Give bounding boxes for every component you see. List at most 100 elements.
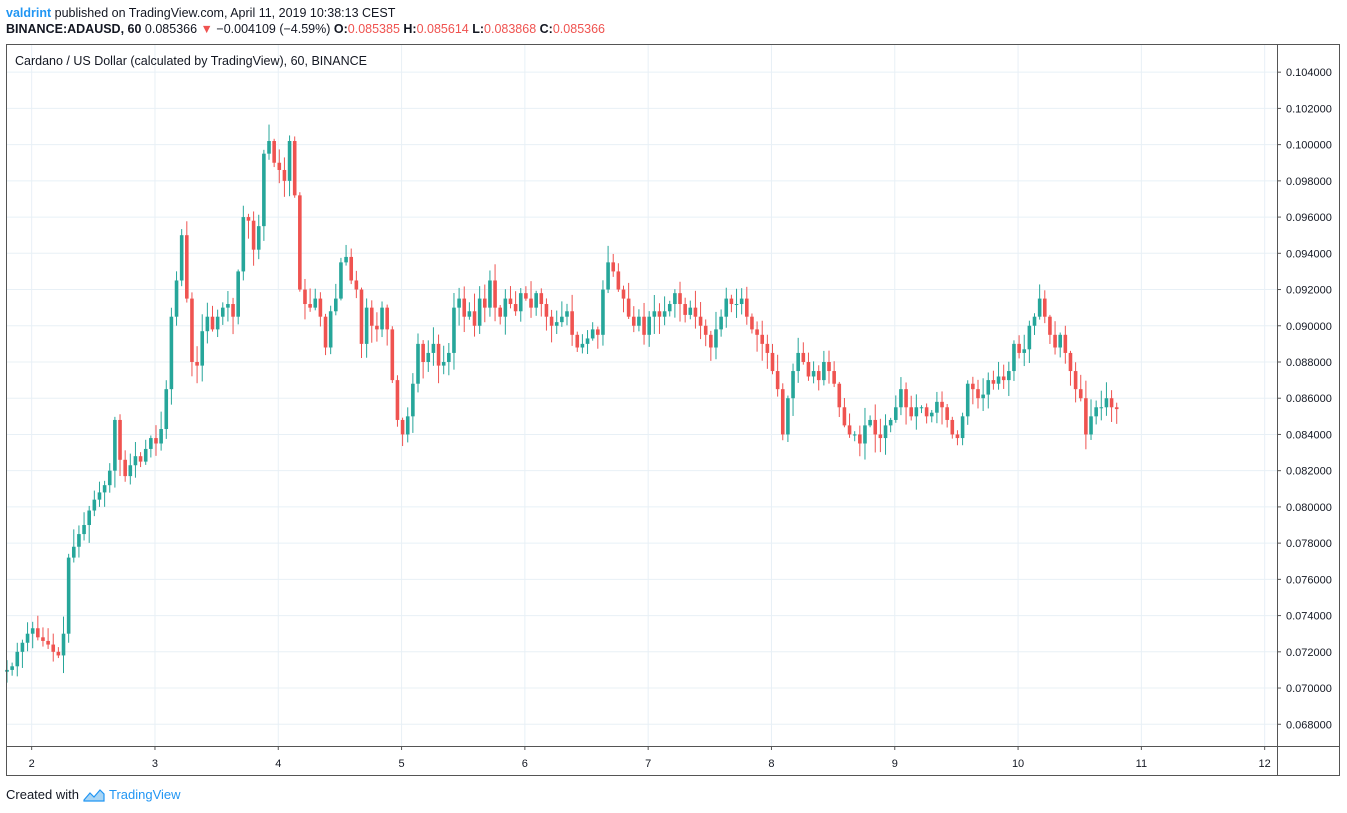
candle: [816, 365, 821, 391]
candle-body: [1012, 343, 1016, 372]
ticker-header: BINANCE:ADAUSD, 60 0.085366 ▼ −0.004109 …: [6, 21, 605, 37]
candle-body: [544, 304, 549, 317]
candle: [164, 380, 169, 439]
candle-body: [1053, 334, 1057, 348]
candle-body: [292, 141, 297, 196]
candle: [416, 333, 420, 393]
candle-body: [673, 293, 677, 305]
candle-body: [400, 419, 405, 435]
candle: [441, 345, 446, 375]
y-tick-label: 0.104000: [1286, 67, 1332, 79]
candle-body: [529, 298, 533, 308]
candle-body: [950, 419, 955, 435]
candle: [765, 334, 770, 369]
candle-body: [421, 343, 425, 362]
candle: [10, 662, 14, 676]
candle: [940, 391, 944, 425]
candle-body: [498, 307, 503, 317]
candle-body: [241, 217, 246, 272]
candle: [924, 403, 929, 424]
candle-body: [816, 371, 821, 381]
candle: [318, 292, 323, 327]
candle: [272, 138, 276, 168]
candle-body: [929, 412, 934, 417]
candle-body: [395, 380, 400, 420]
candle-body: [503, 298, 508, 317]
candle-body: [611, 262, 616, 272]
candle: [102, 480, 107, 507]
candle-body: [965, 383, 970, 417]
publisher-username[interactable]: valdrint: [6, 6, 52, 20]
candle: [945, 404, 949, 428]
candle-body: [231, 304, 235, 317]
candle-body: [688, 307, 693, 315]
candle-body: [267, 141, 271, 154]
y-tick-label: 0.102000: [1286, 103, 1332, 115]
candle: [539, 288, 544, 317]
candle-body: [565, 311, 569, 317]
candle: [621, 285, 626, 313]
candle: [447, 343, 451, 376]
candle: [935, 391, 939, 424]
candle: [262, 149, 266, 241]
candle: [791, 363, 795, 416]
candle: [482, 284, 487, 323]
chart-grid: [7, 45, 1277, 746]
candle-body: [113, 419, 117, 471]
candle: [513, 291, 518, 316]
candle: [477, 286, 482, 334]
x-tick-label: 12: [1259, 758, 1271, 770]
candle: [328, 305, 333, 355]
candle-body: [960, 416, 965, 439]
candle: [1058, 332, 1062, 358]
candle-body: [534, 293, 538, 308]
candle: [580, 334, 585, 354]
candle-body: [1042, 298, 1047, 317]
candle-body: [724, 298, 729, 317]
candle-body: [154, 438, 158, 444]
candle-body: [66, 557, 71, 634]
candle-body: [51, 644, 56, 652]
candle-body: [549, 316, 554, 326]
candle: [981, 378, 985, 411]
candle: [1001, 364, 1006, 389]
candle: [354, 270, 359, 299]
candle-body: [262, 153, 266, 227]
candle-body: [1048, 316, 1052, 335]
publish-header: valdrint published on TradingView.com, A…: [6, 5, 395, 21]
candle: [693, 290, 698, 329]
x-tick-label: 4: [275, 758, 281, 770]
candle-body: [955, 434, 960, 439]
candle: [1022, 334, 1027, 367]
candle-body: [539, 293, 544, 305]
candle-body: [251, 220, 256, 250]
y-tick-label: 0.082000: [1286, 466, 1332, 478]
candle: [786, 395, 790, 442]
candle-body: [236, 271, 240, 317]
candle: [82, 512, 86, 541]
candle-body: [92, 499, 97, 511]
candle-body: [729, 298, 734, 305]
candle-body: [344, 256, 348, 263]
close-label: C:: [539, 22, 553, 36]
candle-body: [220, 307, 225, 317]
candle-body: [847, 425, 852, 435]
candle: [847, 413, 852, 438]
candle: [169, 307, 174, 405]
candle-body: [606, 262, 610, 290]
candle: [15, 642, 20, 677]
candle: [719, 309, 723, 337]
candle-body: [41, 637, 45, 641]
candle-body: [976, 389, 980, 399]
candle-body: [328, 311, 333, 348]
candle: [226, 291, 230, 322]
candle-body: [775, 371, 780, 390]
candle-body: [190, 298, 194, 362]
candle-body: [200, 331, 205, 366]
candle: [986, 372, 991, 409]
tradingview-brand-link[interactable]: TradingView: [108, 787, 181, 802]
candle: [359, 287, 364, 359]
candle-body: [703, 325, 708, 335]
y-tick-label: 0.088000: [1286, 357, 1332, 369]
